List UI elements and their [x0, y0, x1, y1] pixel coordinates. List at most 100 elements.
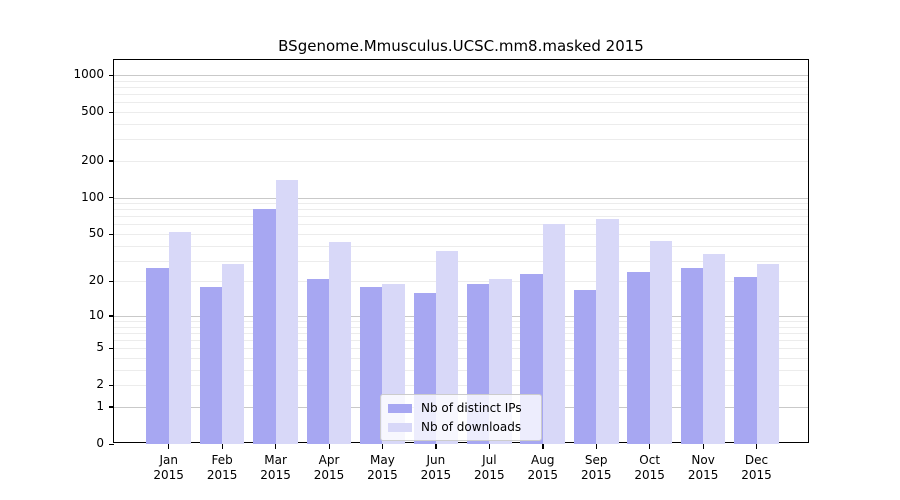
gridline-minor	[114, 203, 808, 205]
x-tick-label: Sep 2015	[569, 453, 623, 483]
gridline-minor	[114, 245, 808, 247]
gridline-minor	[114, 281, 808, 283]
gridline-minor	[114, 385, 808, 387]
bar-nb-of-distinct-ips-feb	[199, 286, 223, 444]
y-tick-label: 200	[81, 152, 104, 167]
y-tick-mark	[109, 384, 114, 387]
x-tick-year: 2015	[580, 468, 612, 482]
bar-nb-of-distinct-ips-sep	[573, 289, 597, 444]
x-tick-year: 2015	[153, 468, 184, 482]
x-tick-mark	[435, 444, 437, 449]
x-tick-mark	[702, 444, 704, 449]
y-tick-mark	[109, 111, 114, 113]
y-tick-label: 10	[88, 307, 104, 322]
bar-nb-of-downloads-apr	[329, 241, 352, 444]
y-tick-mark	[109, 347, 114, 350]
x-tick-mark	[275, 444, 277, 449]
x-tick-month: Dec	[744, 453, 769, 467]
x-tick-month: Sep	[584, 453, 608, 467]
bar-nb-of-downloads-mar	[275, 179, 298, 444]
bar-nb-of-distinct-ips-nov	[680, 267, 704, 444]
gridline-minor	[114, 86, 808, 88]
x-tick-year: 2015	[313, 468, 345, 482]
bar-nb-of-downloads-nov	[703, 254, 726, 444]
x-tick-year: 2015	[260, 468, 291, 482]
legend-item-distinct-ips: Nb of distinct IPs	[388, 401, 532, 415]
y-tick-label: 1	[96, 398, 104, 413]
x-tick-label: Mar 2015	[249, 453, 303, 483]
y-tick-label: 100	[81, 189, 104, 204]
x-tick-year: 2015	[741, 468, 772, 482]
bar-nb-of-downloads-jan	[168, 231, 191, 444]
x-tick-mark	[488, 444, 491, 449]
x-tick-year: 2015	[206, 468, 238, 482]
gridline-minor	[114, 160, 808, 162]
gridline-minor	[114, 139, 808, 141]
x-tick-label: Apr 2015	[302, 453, 356, 483]
x-tick-mark	[221, 444, 223, 449]
bar-nb-of-distinct-ips-dec	[734, 276, 757, 444]
gridline-minor	[114, 209, 808, 211]
x-tick-month: Oct	[639, 453, 661, 467]
x-tick-mark	[756, 444, 758, 449]
x-tick-year: 2015	[367, 468, 398, 482]
gridline-minor	[114, 332, 808, 334]
x-tick-year: 2015	[634, 468, 665, 482]
y-tick-label: 2	[96, 377, 104, 392]
x-tick-label: Jan 2015	[142, 453, 196, 483]
y-tick-label: 5	[96, 340, 104, 355]
bar-nb-of-distinct-ips-apr	[306, 278, 330, 444]
x-tick-year: 2015	[527, 468, 559, 482]
x-tick-label: Aug 2015	[516, 453, 570, 483]
legend-swatch-distinct-ips	[388, 403, 412, 413]
bar-nb-of-downloads-sep	[596, 219, 619, 444]
gridline-minor	[114, 348, 808, 350]
y-tick-label: 500	[81, 104, 104, 118]
y-tick-label: 50	[88, 226, 104, 241]
x-tick-mark	[328, 444, 330, 449]
gridline-minor	[114, 321, 808, 323]
plot-area: 0 1 2 5 10 20 50 100 200 500 1000 Jan 2015 Feb 2015 Ma…	[73, 59, 809, 482]
x-tick-label: Jun 2015	[409, 453, 463, 483]
x-tick-label: Jul 2015	[462, 453, 516, 483]
gridline-minor	[114, 224, 808, 226]
gridline-minor	[114, 358, 808, 360]
x-tick-month: Jan	[159, 453, 178, 467]
legend-label-distinct-ips: Nb of distinct IPs	[421, 401, 522, 415]
gridline-major	[114, 75, 808, 77]
bar-nb-of-distinct-ips-mar	[253, 208, 276, 444]
gridline-major	[114, 315, 808, 317]
x-tick-year: 2015	[687, 468, 719, 482]
y-tick-label: 20	[88, 273, 104, 288]
gridline-minor	[114, 340, 808, 342]
x-tick-month: Mar	[264, 453, 287, 467]
legend-label-downloads: Nb of downloads	[421, 420, 522, 434]
gridline-minor	[114, 216, 808, 218]
x-tick-month: Nov	[691, 453, 715, 467]
legend-item-downloads: Nb of downloads	[388, 420, 532, 434]
x-tick-mark	[595, 444, 598, 449]
x-tick-month: Jun	[426, 453, 446, 467]
x-tick-month: Feb	[211, 453, 233, 467]
gridline-minor	[114, 234, 808, 236]
legend-swatch-downloads	[388, 422, 412, 432]
x-tick-year: 2015	[420, 468, 452, 482]
gridline-minor	[114, 102, 808, 104]
bar-nb-of-distinct-ips-jan	[146, 267, 169, 444]
gridline-minor	[114, 326, 808, 328]
bar-nb-of-downloads-feb	[222, 264, 245, 444]
y-tick-mark	[109, 160, 114, 162]
bar-nb-of-downloads-oct	[649, 240, 672, 444]
bar-nb-of-downloads-aug	[542, 224, 566, 444]
gridline-minor	[114, 112, 808, 113]
x-tick-mark	[542, 444, 544, 449]
x-tick-label: Nov 2015	[676, 453, 730, 483]
x-tick-label: Oct 2015	[623, 453, 677, 483]
gridline-minor	[114, 123, 808, 125]
y-tick-mark	[109, 280, 114, 283]
x-tick-mark	[168, 444, 170, 449]
x-tick-mark	[649, 444, 651, 449]
gridline-major	[114, 197, 808, 199]
y-tick-mark	[109, 315, 114, 317]
x-tick-month: Aug	[531, 453, 555, 467]
